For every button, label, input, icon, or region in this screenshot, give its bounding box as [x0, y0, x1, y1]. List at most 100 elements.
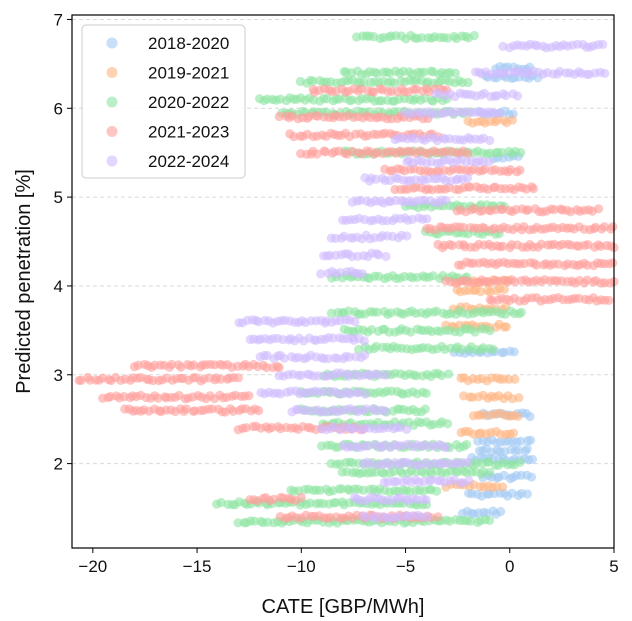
scatter-point: [507, 115, 517, 125]
scatter-point: [441, 195, 451, 206]
scatter-point: [274, 111, 284, 122]
scatter-point: [515, 457, 525, 467]
scatter-point: [608, 222, 618, 232]
scatter-point: [510, 374, 520, 384]
scatter-point: [308, 76, 318, 86]
x-tick-label: −15: [183, 557, 212, 576]
scatter-point: [514, 393, 524, 403]
scatter-point: [496, 506, 506, 517]
scatter-point: [463, 149, 473, 159]
scatter-point: [254, 405, 264, 416]
scatter-point: [447, 240, 457, 251]
scatter-point: [411, 371, 421, 381]
scatter-point: [430, 108, 440, 119]
legend-label: 2021-2023: [148, 123, 229, 142]
scatter-point: [244, 391, 254, 401]
scatter-point: [249, 516, 260, 526]
scatter-point: [516, 307, 526, 318]
scatter-point: [501, 322, 511, 332]
scatter-point: [485, 135, 495, 146]
scatter-point: [361, 404, 371, 414]
scatter-point: [320, 147, 331, 157]
scatter-point: [469, 30, 479, 41]
y-tick-label: 5: [54, 188, 63, 207]
scatter-point: [463, 77, 473, 88]
y-tick-label: 2: [54, 455, 63, 474]
scatter-point: [374, 250, 384, 260]
x-tick-label: −10: [287, 557, 316, 576]
scatter-point: [484, 157, 494, 167]
scatter-point: [488, 344, 498, 354]
scatter-point: [381, 370, 391, 380]
scatter-point: [608, 258, 618, 268]
scatter-point: [420, 404, 430, 414]
legend-marker: [106, 96, 118, 108]
scatter-point: [433, 512, 443, 522]
scatter-point: [314, 371, 324, 381]
legend-marker: [106, 37, 118, 49]
scatter-point: [312, 149, 322, 159]
scatter-point: [374, 370, 384, 380]
legend-label: 2022-2024: [148, 152, 229, 171]
scatter-point: [485, 467, 495, 477]
legend-marker: [106, 155, 118, 167]
scatter-point: [380, 406, 390, 416]
scatter-points: [74, 30, 619, 528]
legend-label: 2020-2022: [148, 93, 229, 112]
scatter-point: [526, 435, 536, 445]
scatter-point: [498, 241, 508, 251]
legend-label: 2019-2021: [148, 64, 229, 83]
scatter-point: [462, 173, 473, 183]
scatter-point: [350, 316, 360, 327]
scatter-point: [480, 164, 490, 174]
scatter-point: [216, 374, 226, 384]
scatter-point: [410, 134, 420, 144]
scatter-point: [598, 39, 608, 49]
scatter-point: [485, 325, 495, 336]
scatter-point: [360, 389, 370, 399]
scatter-point: [316, 269, 326, 279]
scatter-point: [465, 516, 476, 526]
scatter-point: [381, 251, 391, 262]
scatter-point: [513, 411, 523, 422]
scatter-point: [522, 489, 532, 499]
scatter-point: [515, 165, 525, 175]
legend-marker: [106, 67, 118, 78]
scatter-point: [497, 482, 508, 492]
scatter-point: [444, 369, 454, 379]
scatter-point: [522, 444, 532, 454]
scatter-point: [450, 68, 460, 78]
scatter-point: [296, 492, 306, 503]
scatter-point: [362, 441, 373, 451]
scatter-point: [516, 436, 526, 446]
scatter-point: [512, 91, 523, 101]
scatter-point: [458, 222, 468, 233]
scatter-point: [261, 362, 272, 373]
scatter-point: [362, 512, 372, 523]
legend-marker: [106, 126, 118, 137]
scatter-point: [241, 423, 251, 433]
scatter-point: [441, 443, 451, 453]
scatter-point: [531, 260, 542, 270]
scatter-point: [600, 68, 610, 79]
scatter-point: [431, 486, 442, 496]
scatter-point: [604, 295, 614, 305]
scatter-point: [421, 388, 431, 399]
scatter-point: [523, 205, 533, 215]
scatter-point: [527, 454, 538, 465]
x-axis-label: CATE [GBP/MWh]: [262, 596, 425, 618]
y-tick-label: 7: [54, 10, 63, 29]
scatter-point: [593, 204, 604, 214]
scatter-point: [508, 428, 519, 438]
legend-label: 2018-2020: [148, 34, 229, 53]
scatter-point: [497, 147, 507, 158]
scatter-point: [359, 350, 370, 360]
scatter-point: [419, 67, 429, 77]
scatter-point: [347, 95, 357, 105]
plot-frame: [71, 14, 615, 549]
scatter-point: [421, 495, 431, 505]
x-tick-label: −5: [396, 557, 415, 576]
scatter-point: [357, 269, 367, 279]
scatter-point: [525, 411, 535, 422]
